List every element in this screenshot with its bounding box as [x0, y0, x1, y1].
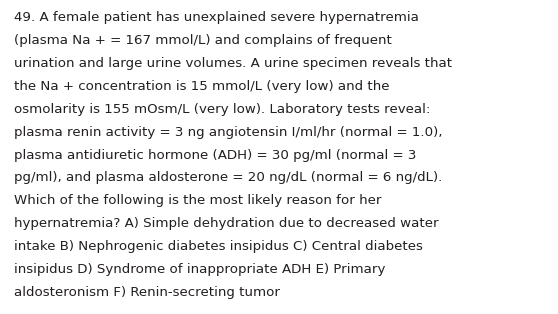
Text: Which of the following is the most likely reason for her: Which of the following is the most likel…	[14, 194, 382, 207]
Text: intake B) Nephrogenic diabetes insipidus C) Central diabetes: intake B) Nephrogenic diabetes insipidus…	[14, 240, 423, 253]
Text: (plasma Na + = 167 mmol/L) and complains of frequent: (plasma Na + = 167 mmol/L) and complains…	[14, 34, 392, 47]
Text: the Na + concentration is 15 mmol/L (very low) and the: the Na + concentration is 15 mmol/L (ver…	[14, 80, 389, 93]
Text: insipidus D) Syndrome of inappropriate ADH E) Primary: insipidus D) Syndrome of inappropriate A…	[14, 263, 386, 276]
Text: plasma renin activity = 3 ng angiotensin I/ml/hr (normal = 1.0),: plasma renin activity = 3 ng angiotensin…	[14, 126, 442, 138]
Text: aldosteronism F) Renin-secreting tumor: aldosteronism F) Renin-secreting tumor	[14, 286, 280, 299]
Text: 49. A female patient has unexplained severe hypernatremia: 49. A female patient has unexplained sev…	[14, 11, 419, 24]
Text: pg/ml), and plasma aldosterone = 20 ng/dL (normal = 6 ng/dL).: pg/ml), and plasma aldosterone = 20 ng/d…	[14, 171, 442, 184]
Text: osmolarity is 155 mOsm/L (very low). Laboratory tests reveal:: osmolarity is 155 mOsm/L (very low). Lab…	[14, 103, 430, 116]
Text: urination and large urine volumes. A urine specimen reveals that: urination and large urine volumes. A uri…	[14, 57, 452, 70]
Text: hypernatremia? A) Simple dehydration due to decreased water: hypernatremia? A) Simple dehydration due…	[14, 217, 439, 230]
Text: plasma antidiuretic hormone (ADH) = 30 pg/ml (normal = 3: plasma antidiuretic hormone (ADH) = 30 p…	[14, 149, 416, 161]
